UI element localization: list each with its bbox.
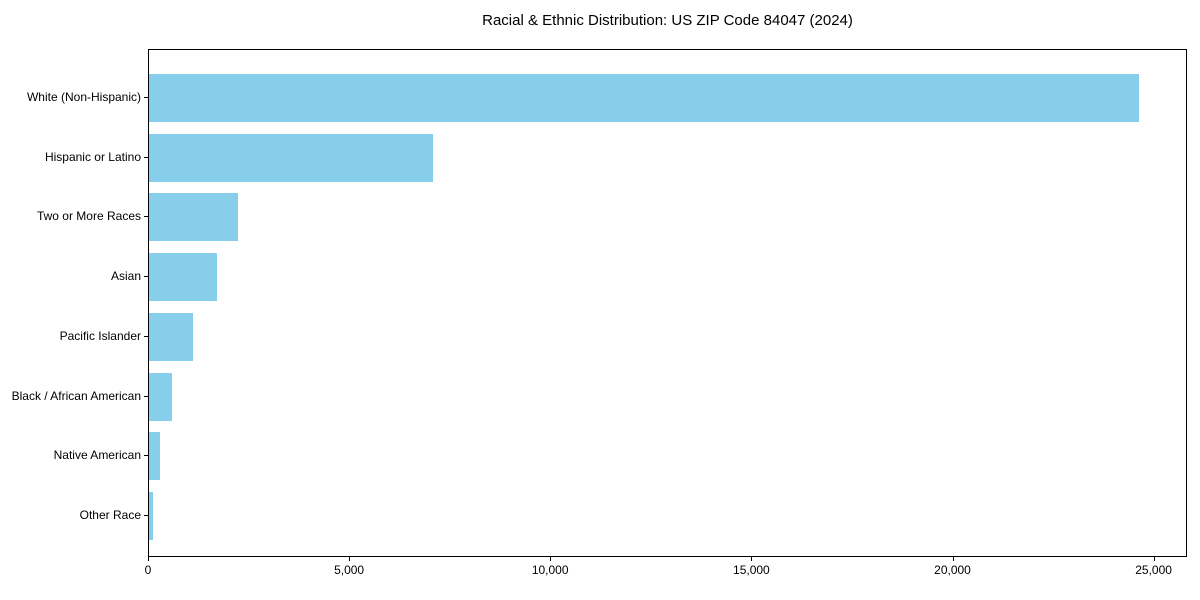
x-tick-mark: [550, 557, 552, 561]
y-tick-mark: [144, 156, 148, 158]
bar-two-or-more-races: [149, 193, 238, 242]
y-tick-label-asian: Asian: [110, 269, 141, 284]
plot-area: [148, 49, 1187, 557]
y-tick-label-hispanic-or-latino: Hispanic or Latino: [44, 149, 141, 164]
bar-other-race: [149, 491, 153, 540]
x-tick-label-15-000: 15,000: [733, 563, 770, 577]
x-tick-label-25-000: 25,000: [1135, 563, 1172, 577]
y-tick-mark: [144, 276, 148, 278]
x-tick-mark: [1153, 557, 1155, 561]
y-tick-mark: [144, 455, 148, 457]
y-tick-label-two-or-more-races: Two or More Races: [36, 209, 141, 224]
chart-title: Racial & Ethnic Distribution: US ZIP Cod…: [482, 12, 853, 29]
y-tick-label-other-race: Other Race: [79, 507, 141, 522]
x-tick-label-10-000: 10,000: [531, 563, 569, 577]
y-tick-label-white-non-hispanic: White (Non-Hispanic): [26, 90, 141, 104]
x-tick-mark: [349, 557, 351, 561]
y-tick-mark: [144, 395, 148, 397]
x-tick-mark: [751, 557, 753, 561]
x-tick-mark: [148, 557, 149, 561]
bar-asian: [149, 253, 218, 302]
bar-white-non-hispanic: [149, 74, 1139, 122]
y-tick-mark: [144, 335, 148, 337]
y-tick-mark: [144, 216, 148, 218]
x-tick-label-5-000: 5,000: [334, 563, 365, 577]
y-tick-mark: [144, 97, 148, 98]
y-tick-mark: [144, 514, 148, 516]
x-tick-mark: [952, 557, 954, 561]
bar-black-african-american: [149, 372, 173, 421]
bar-pacific-islander: [149, 312, 194, 361]
y-tick-label-black-african-american: Black / African American: [11, 388, 141, 403]
bar-hispanic-or-latino: [149, 133, 433, 182]
x-tick-label-0: 0: [144, 563, 152, 577]
y-tick-label-pacific-islander: Pacific Islander: [59, 328, 141, 343]
bar-native-american: [149, 432, 161, 481]
y-tick-label-native-american: Native American: [53, 448, 141, 463]
x-tick-label-20-000: 20,000: [934, 563, 971, 577]
